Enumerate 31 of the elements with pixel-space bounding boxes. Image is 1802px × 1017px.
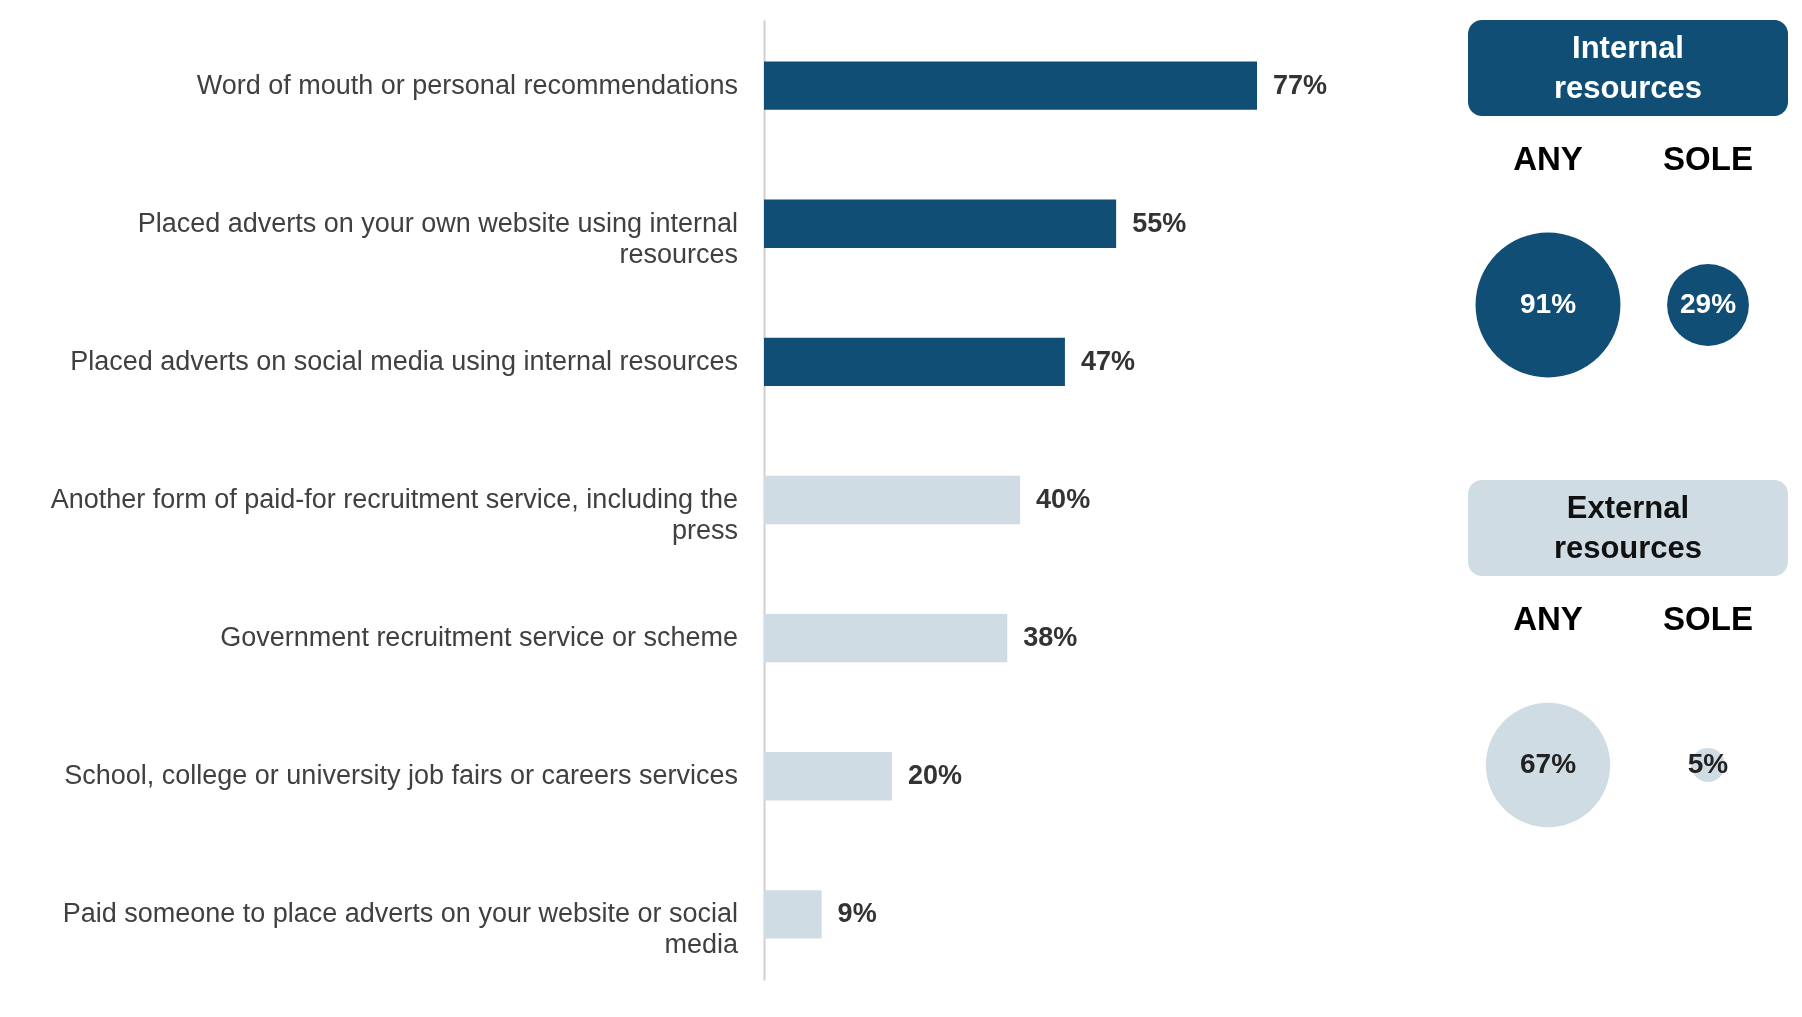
category-label: SOLE [1663,600,1753,637]
data-label: 77% [1273,69,1328,100]
text: Internal resources [1553,30,1703,105]
bar [764,61,1257,110]
data-label: 20% [908,760,963,791]
data-label: 5% [1687,748,1729,779]
y-tick-label: Another form of paid-for recruitment service, including the press [50,484,738,545]
y-tick-label: Word of mouth or personal recommendations [196,69,738,100]
bar [764,337,1065,387]
data-label: 29% [1679,288,1737,319]
data-label: 91% [1519,288,1577,319]
data-label: 9% [837,898,877,929]
category-label: ANY [1513,600,1583,637]
bar [764,890,822,939]
data-label: 38% [1023,622,1078,653]
bar [764,613,1008,663]
data-label: 40% [1036,484,1091,514]
bar [764,752,893,801]
category-label: ANY [1513,140,1583,177]
data-label: 67% [1519,748,1577,779]
category-label: SOLE [1663,140,1753,177]
y-tick-label: Government recruitment service or scheme [220,622,738,653]
y-tick-label: Placed adverts on social media using internal resources [70,345,738,376]
y-tick-label: School, college or university job fairs or careers services [64,760,738,791]
text: External resources [1553,490,1703,565]
data-label: 55% [1132,207,1187,238]
y-tick-label: Paid someone to place adverts on your website or social media [62,898,739,960]
bar [764,475,1021,525]
bar [764,199,1117,248]
y-tick-label: Placed adverts on your own website using internal resources [137,207,738,269]
data-label: 47% [1080,345,1135,376]
